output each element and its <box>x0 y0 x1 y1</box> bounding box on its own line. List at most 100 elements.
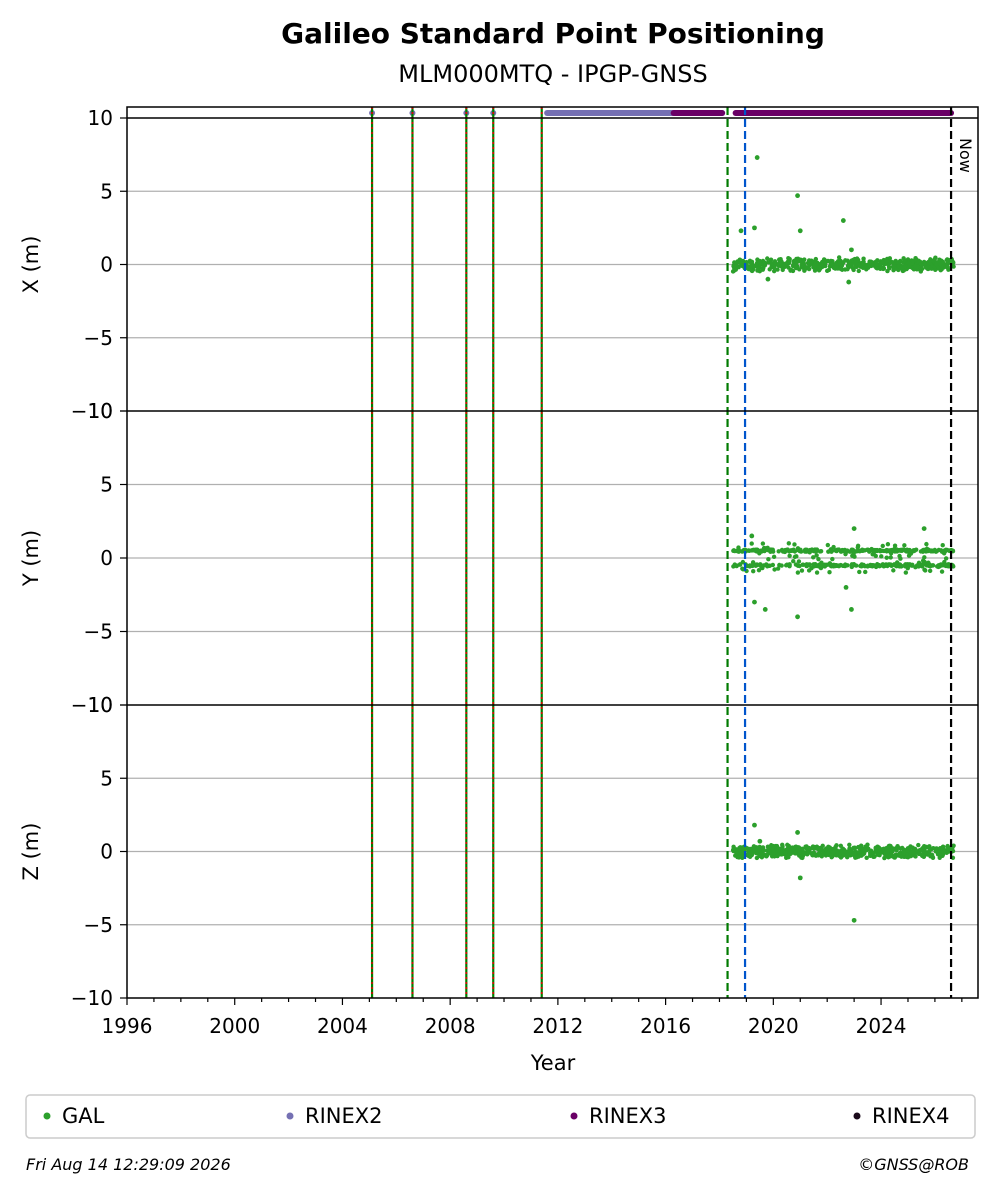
gal-point <box>806 266 812 272</box>
gal-point <box>888 548 893 553</box>
gal-point <box>735 259 741 264</box>
gal-point <box>845 849 851 854</box>
x-tick-label: 2000 <box>209 1014 260 1038</box>
gal-point <box>785 842 790 848</box>
gal-point <box>843 551 848 557</box>
gal-point <box>780 845 785 850</box>
gal-point <box>825 850 831 856</box>
gal-point <box>810 853 815 858</box>
gal-point <box>740 260 745 266</box>
gal-point <box>795 570 801 575</box>
gal-point <box>816 556 821 562</box>
gal-point <box>801 562 806 567</box>
gal-point <box>776 847 781 853</box>
plot-frame <box>126 106 979 999</box>
gal-point <box>847 842 852 847</box>
gal-point <box>837 261 842 266</box>
gal-outlier-point <box>843 585 849 590</box>
gal-point <box>867 549 872 554</box>
grid-layer <box>127 190 978 926</box>
gal-point <box>770 562 776 568</box>
gal-point <box>796 559 802 564</box>
legend-label: RINEX2 <box>305 1104 383 1128</box>
gal-outlier-point <box>762 607 768 612</box>
gal-point <box>799 568 805 573</box>
gal-point <box>775 566 781 571</box>
data-layer <box>369 110 956 923</box>
gal-point <box>911 548 916 554</box>
gal-point <box>897 851 902 857</box>
gal-point <box>937 846 943 851</box>
x-tick-label: 2012 <box>532 1014 583 1038</box>
gal-point <box>898 547 903 553</box>
gal-point <box>829 548 834 554</box>
gal-point <box>802 268 807 273</box>
gal-point <box>863 569 868 575</box>
y-tick-label: −10 <box>71 986 113 1010</box>
y-tick-label: −5 <box>84 326 113 350</box>
gal-outlier-point <box>754 155 760 160</box>
y-axis-label: X (m) <box>19 236 43 294</box>
gal-point <box>833 844 838 850</box>
y-tick-label: −5 <box>84 620 113 644</box>
gal-point <box>918 847 924 852</box>
gal-point <box>890 264 896 269</box>
gal-outlier-point <box>846 279 852 285</box>
gal-series-y <box>731 526 956 620</box>
gal-point <box>898 265 904 271</box>
gal-point <box>787 258 792 264</box>
gal-point <box>892 548 897 554</box>
gal-point <box>881 548 887 554</box>
gal-point <box>878 850 884 855</box>
gal-point <box>913 255 918 261</box>
legend-marker <box>853 1112 861 1120</box>
gal-point <box>802 850 807 855</box>
gal-point <box>795 563 801 568</box>
gal-outlier-point <box>849 247 854 253</box>
gal-point <box>751 562 757 567</box>
gal-point <box>836 563 841 569</box>
gal-point <box>918 269 924 274</box>
gal-point <box>771 843 776 849</box>
gal-outlier-point <box>752 225 757 231</box>
gal-point <box>849 564 854 570</box>
legend: GAL RINEX2 RINEX3 RINEX4 <box>43 1104 950 1128</box>
gal-point <box>854 258 860 263</box>
gal-point <box>878 263 883 269</box>
gal-point <box>736 855 742 860</box>
gal-outlier-point <box>849 607 854 612</box>
gal-point <box>874 548 880 554</box>
gal-point <box>765 256 770 261</box>
gal-point <box>844 855 850 860</box>
gal-point <box>907 261 912 266</box>
gal-outlier-point <box>795 614 800 620</box>
gal-point <box>843 562 848 568</box>
x-tick-label: 2008 <box>425 1014 476 1038</box>
gal-outlier-point <box>752 822 757 828</box>
gal-point <box>837 257 842 263</box>
gal-point <box>922 567 927 572</box>
gal-point <box>771 265 777 270</box>
gal-outlier-point <box>851 917 857 923</box>
gal-point <box>942 849 947 854</box>
gal-point <box>881 564 887 569</box>
gal-point <box>867 262 872 268</box>
gal-point <box>791 558 796 564</box>
gal-point <box>814 553 819 558</box>
gal-outlier-point <box>795 193 800 199</box>
gal-outlier-point <box>757 838 763 844</box>
gal-point <box>927 568 933 574</box>
gal-point <box>854 563 859 568</box>
gal-point <box>788 268 793 273</box>
gal-point <box>816 265 822 271</box>
gal-point <box>751 845 756 850</box>
gal-outlier-point <box>851 526 857 531</box>
gal-point <box>829 262 834 267</box>
gal-point <box>831 850 836 855</box>
gal-point <box>756 567 762 573</box>
gal-point <box>792 542 797 547</box>
gal-point <box>904 854 909 860</box>
gal-outlier-point <box>749 533 755 539</box>
gal-point <box>800 846 805 852</box>
gal-point <box>880 260 885 265</box>
